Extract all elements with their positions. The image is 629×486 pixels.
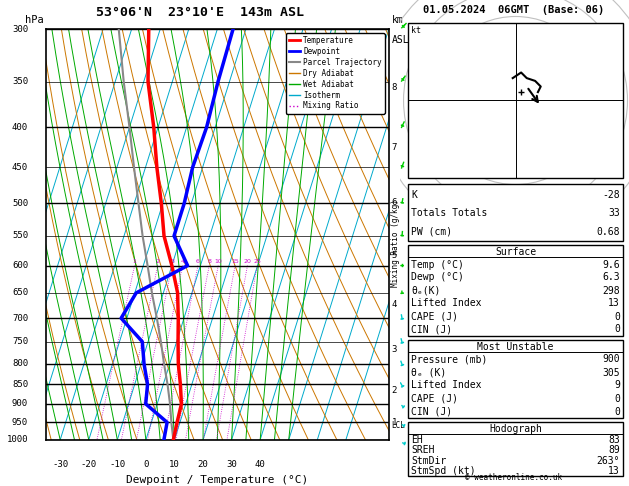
Text: 9.6: 9.6 bbox=[603, 260, 620, 270]
Text: 89: 89 bbox=[608, 445, 620, 455]
Text: 8: 8 bbox=[391, 83, 397, 92]
Text: Lifted Index: Lifted Index bbox=[411, 381, 482, 390]
Text: 0: 0 bbox=[614, 394, 620, 403]
Text: 25: 25 bbox=[253, 259, 261, 263]
Text: 800: 800 bbox=[12, 359, 28, 368]
Text: 20: 20 bbox=[198, 460, 208, 469]
Text: 2: 2 bbox=[391, 386, 397, 395]
Text: 53°06'N  23°10'E  143m ASL: 53°06'N 23°10'E 143m ASL bbox=[96, 6, 304, 19]
Text: 30: 30 bbox=[226, 460, 237, 469]
Text: ASL: ASL bbox=[392, 35, 409, 45]
Text: 298: 298 bbox=[603, 285, 620, 295]
Text: 10: 10 bbox=[169, 460, 180, 469]
Text: 300: 300 bbox=[12, 25, 28, 34]
Text: 305: 305 bbox=[603, 367, 620, 378]
Text: 13: 13 bbox=[608, 298, 620, 309]
Text: 550: 550 bbox=[12, 231, 28, 241]
Text: 450: 450 bbox=[12, 163, 28, 172]
Text: 0.68: 0.68 bbox=[596, 227, 620, 237]
Text: StmSpd (kt): StmSpd (kt) bbox=[411, 466, 476, 476]
Text: StmDir: StmDir bbox=[411, 456, 447, 466]
Text: CIN (J): CIN (J) bbox=[411, 325, 452, 334]
Text: CIN (J): CIN (J) bbox=[411, 406, 452, 417]
Text: Dewpoint / Temperature (°C): Dewpoint / Temperature (°C) bbox=[126, 475, 308, 485]
Bar bbox=[408, 340, 623, 418]
Text: 7: 7 bbox=[391, 143, 397, 152]
Text: 0: 0 bbox=[614, 325, 620, 334]
Text: 600: 600 bbox=[12, 261, 28, 270]
Text: 1: 1 bbox=[133, 259, 136, 263]
Text: 700: 700 bbox=[12, 313, 28, 323]
Bar bbox=[408, 23, 623, 178]
Text: 20: 20 bbox=[243, 259, 252, 263]
Text: SREH: SREH bbox=[411, 445, 435, 455]
Text: 4: 4 bbox=[181, 259, 184, 263]
Text: km: km bbox=[392, 15, 404, 25]
Text: Mixing Ratio (g/kg): Mixing Ratio (g/kg) bbox=[391, 199, 399, 287]
Text: 5: 5 bbox=[391, 251, 397, 260]
Text: LCL: LCL bbox=[391, 421, 405, 431]
Bar bbox=[408, 245, 623, 336]
Text: θₑ(K): θₑ(K) bbox=[411, 285, 440, 295]
Text: 6: 6 bbox=[196, 259, 200, 263]
Bar bbox=[408, 184, 623, 241]
Text: 40: 40 bbox=[255, 460, 265, 469]
Text: 1000: 1000 bbox=[6, 435, 28, 444]
Text: Lifted Index: Lifted Index bbox=[411, 298, 482, 309]
Text: 3: 3 bbox=[391, 345, 397, 354]
Text: -20: -20 bbox=[81, 460, 97, 469]
Text: hPa: hPa bbox=[25, 15, 44, 25]
Text: 33: 33 bbox=[608, 208, 620, 219]
Text: 83: 83 bbox=[608, 435, 620, 445]
Text: Pressure (mb): Pressure (mb) bbox=[411, 354, 487, 364]
Text: EH: EH bbox=[411, 435, 423, 445]
Text: Most Unstable: Most Unstable bbox=[477, 342, 554, 352]
Text: CAPE (J): CAPE (J) bbox=[411, 312, 458, 322]
Text: 900: 900 bbox=[603, 354, 620, 364]
Text: 01.05.2024  06GMT  (Base: 06): 01.05.2024 06GMT (Base: 06) bbox=[423, 5, 604, 15]
Text: θₑ (K): θₑ (K) bbox=[411, 367, 447, 378]
Text: 2: 2 bbox=[156, 259, 160, 263]
Text: 950: 950 bbox=[12, 418, 28, 427]
Text: 1: 1 bbox=[391, 418, 397, 427]
Text: 900: 900 bbox=[12, 399, 28, 408]
Text: 0: 0 bbox=[614, 312, 620, 322]
Text: 10: 10 bbox=[214, 259, 222, 263]
Text: 15: 15 bbox=[231, 259, 239, 263]
Text: 500: 500 bbox=[12, 199, 28, 208]
Text: Totals Totals: Totals Totals bbox=[411, 208, 487, 219]
Text: 0: 0 bbox=[614, 406, 620, 417]
Text: kt: kt bbox=[411, 26, 421, 35]
Text: 8: 8 bbox=[208, 259, 211, 263]
Text: Hodograph: Hodograph bbox=[489, 424, 542, 434]
Text: -10: -10 bbox=[109, 460, 125, 469]
Text: Dewp (°C): Dewp (°C) bbox=[411, 273, 464, 282]
Text: © weatheronline.co.uk: © weatheronline.co.uk bbox=[465, 473, 562, 482]
Text: Surface: Surface bbox=[495, 247, 536, 257]
Text: -28: -28 bbox=[603, 190, 620, 200]
Text: 850: 850 bbox=[12, 380, 28, 389]
Legend: Temperature, Dewpoint, Parcel Trajectory, Dry Adiabat, Wet Adiabat, Isotherm, Mi: Temperature, Dewpoint, Parcel Trajectory… bbox=[286, 33, 385, 114]
Text: Temp (°C): Temp (°C) bbox=[411, 260, 464, 270]
Text: 263°: 263° bbox=[596, 456, 620, 466]
Text: 6: 6 bbox=[391, 197, 397, 207]
Text: -30: -30 bbox=[52, 460, 69, 469]
Text: 6.3: 6.3 bbox=[603, 273, 620, 282]
Text: 650: 650 bbox=[12, 288, 28, 297]
Text: 0: 0 bbox=[143, 460, 148, 469]
Bar bbox=[408, 422, 623, 476]
Text: 3: 3 bbox=[170, 259, 174, 263]
Text: PW (cm): PW (cm) bbox=[411, 227, 452, 237]
Text: 13: 13 bbox=[608, 466, 620, 476]
Text: 350: 350 bbox=[12, 77, 28, 86]
Text: CAPE (J): CAPE (J) bbox=[411, 394, 458, 403]
Text: 400: 400 bbox=[12, 123, 28, 132]
Text: K: K bbox=[411, 190, 417, 200]
Text: 750: 750 bbox=[12, 337, 28, 346]
Text: 9: 9 bbox=[614, 381, 620, 390]
Text: 4: 4 bbox=[391, 300, 397, 309]
